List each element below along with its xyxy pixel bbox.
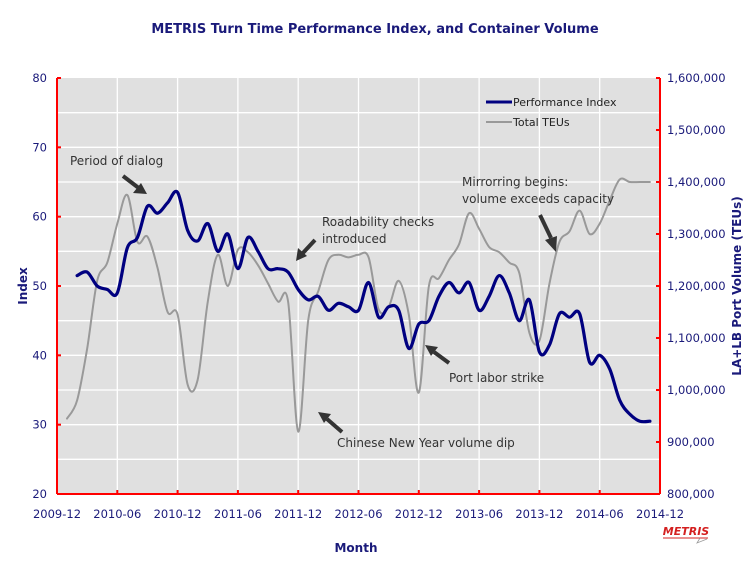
series-group [66,177,652,433]
x-tick-label: 2011-12 [274,507,322,521]
y-axis-label: Index [16,267,30,305]
y-tick-label: 80 [32,71,47,85]
annotation-text-line2: volume exceeds capacity [462,192,614,206]
logo-text: METRIS [663,525,710,538]
x-tick-label: 2014-12 [636,507,684,521]
y2-tick-label: 1,300,000 [667,227,726,241]
y-axis-right: 800,000 900,000 1,000,000 1,100,000 1,200,00… [656,71,726,501]
y2-tick-label: 1,000,000 [667,383,726,397]
logo-tail [696,537,708,544]
x-tick-label: 2011-06 [214,507,262,521]
annotation-text: Mirrorring begins: [462,175,568,189]
annotation-text: Chinese New Year volume dip [337,436,515,450]
x-tick-label: 2013-06 [455,507,503,521]
y2-tick-label: 800,000 [667,487,715,501]
gridlines [57,78,660,494]
x-tick-label: 2014-06 [576,507,624,521]
annotation-port-labor-strike: Port labor strike [425,345,544,385]
arrow-icon [432,350,451,365]
y-tick-label: 30 [32,418,47,432]
y-tick-label: 20 [32,487,47,501]
arrow-head-icon [296,248,307,261]
annotation-text: Period of dialog [70,154,163,168]
x-axis-label: Month [334,541,377,555]
arrow-icon [121,174,142,191]
annotation-text: Port labor strike [449,371,544,385]
arrow-icon [300,238,317,256]
y-axis-left: 20 30 40 50 60 70 80 [32,71,61,501]
arrow-head-icon [545,236,557,252]
x-tick-label: 2010-06 [93,507,141,521]
chart-title: METRIS Turn Time Performance Index, and … [151,22,599,37]
y2-tick-label: 1,600,000 [667,71,726,85]
y2-axis-label: LA+LB Port Volume (TEUs) [730,196,744,375]
arrow-head-icon [318,412,331,423]
metris-logo: METRIS [663,525,710,544]
y2-tick-label: 1,200,000 [667,279,726,293]
x-tick-label: 2009-12 [33,507,81,521]
y2-tick-label: 1,100,000 [667,331,726,345]
y2-tick-label: 1,400,000 [667,175,726,189]
annotation-mirroring: Mirrorring begins: volume exceeds capaci… [462,175,614,252]
legend-label-performance-index: Performance Index [513,96,617,109]
arrow-head-icon [133,183,147,194]
x-axis: 2009-12 2010-06 2010-12 2011-06 2011-12 2012-… [33,490,684,521]
x-tick-label: 2012-12 [395,507,443,521]
annotation-roadability: Roadability checks introduced [296,215,434,261]
arrow-icon [538,214,553,239]
x-tick-label: 2010-12 [154,507,202,521]
annotation-period-of-dialog: Period of dialog [70,154,163,194]
x-tick-label: 2013-12 [515,507,563,521]
legend-label-total-teus: Total TEUs [512,116,570,129]
y2-tick-label: 1,500,000 [667,123,726,137]
arrow-icon [325,417,344,434]
y-tick-label: 50 [32,279,47,293]
series-line-performance-index [75,189,652,424]
legend: Performance Index Total TEUs [486,96,617,129]
y2-tick-label: 900,000 [667,435,715,449]
annotation-text-line2: introduced [322,232,386,246]
x-tick-label: 2012-06 [334,507,382,521]
series-line-total-teus [66,177,651,433]
annotation-text: Roadability checks [322,215,434,229]
annotation-chinese-new-year: Chinese New Year volume dip [318,412,515,450]
arrow-head-icon [425,345,438,356]
y-tick-label: 60 [32,210,47,224]
y-tick-label: 40 [32,348,47,362]
y-tick-label: 70 [32,140,47,154]
